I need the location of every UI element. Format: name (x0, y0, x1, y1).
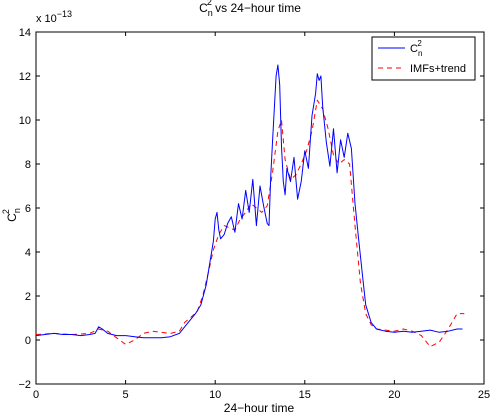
y-multiplier: x 10−13 (36, 9, 72, 25)
y-tick-label: −2 (18, 379, 31, 391)
y-tick-label: 14 (19, 27, 31, 39)
series-layer (35, 64, 465, 348)
legend-label-cn2: Cn2 (410, 39, 422, 58)
y-axis-label: Cn2 (1, 208, 22, 222)
x-tick-label: 15 (299, 389, 311, 401)
x-tick-label: 5 (123, 389, 129, 401)
plot-frame (35, 31, 485, 385)
y-tick-label: 6 (25, 203, 31, 215)
y-tick-label: 12 (19, 71, 31, 83)
y-tick-label: 2 (25, 291, 31, 303)
y-tick-label: 8 (25, 159, 31, 171)
plot-area (35, 31, 485, 385)
x-tick-label: 25 (478, 389, 490, 401)
y-tick-label: 0 (25, 335, 31, 347)
x-tick-label: 20 (388, 389, 400, 401)
x-axis-label: 24−hour time (224, 401, 295, 415)
x-tick-label: 10 (209, 389, 221, 401)
chart-title: Cn2 vs 24−hour time (199, 0, 301, 18)
legend-label-imfs: IMFs+trend (410, 63, 466, 75)
legend-box (371, 36, 476, 81)
y-tick-label: 10 (19, 115, 31, 127)
y-tick-label: 4 (25, 247, 31, 259)
series-line-cn2 (35, 64, 463, 339)
series-line-imfs-trend (35, 99, 465, 348)
legend: Cn2 IMFs+trend (371, 36, 476, 81)
x-tick-label: 0 (33, 389, 39, 401)
